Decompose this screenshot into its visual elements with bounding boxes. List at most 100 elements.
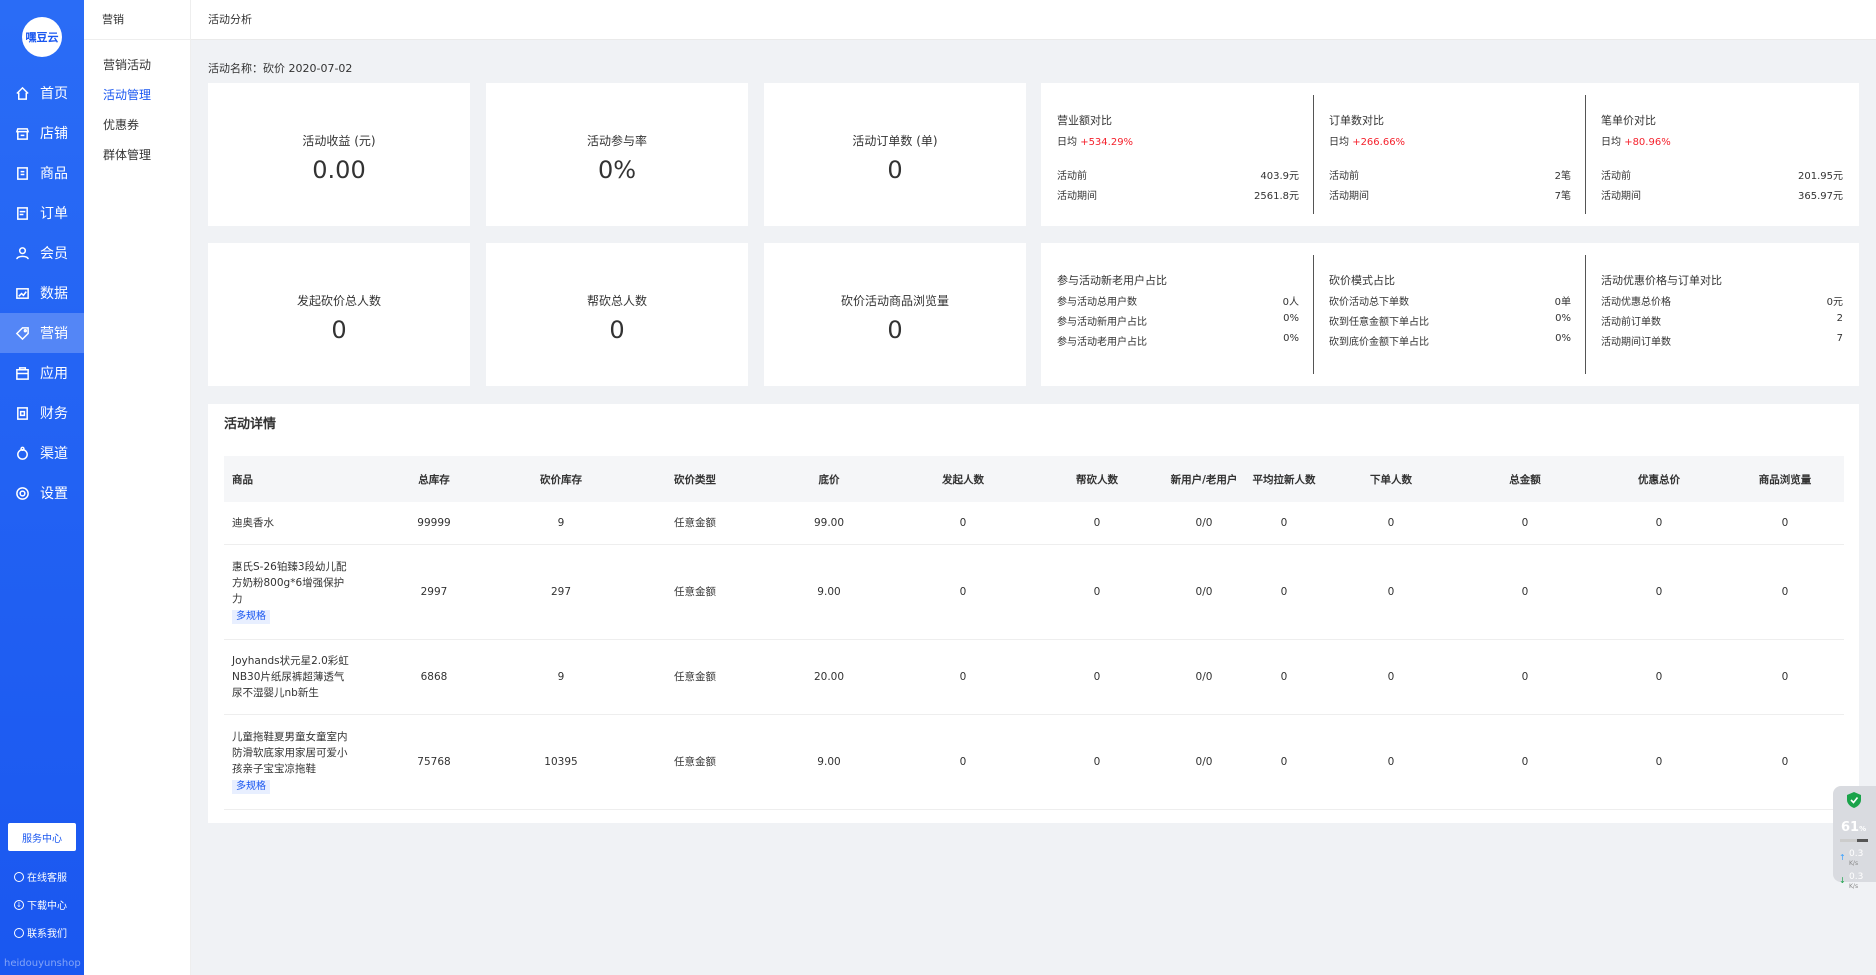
table-cell: 297 <box>494 544 628 640</box>
sidebar-item-1[interactable]: 店铺 <box>0 113 84 153</box>
column-divider <box>1585 95 1586 214</box>
sidebar-item-label: 店铺 <box>40 126 68 142</box>
comparison-row: 活动期间订单数 7 <box>1601 333 1843 348</box>
sidebar-item-2[interactable]: 商品 <box>0 153 84 193</box>
sidebar-item-9[interactable]: 渠道 <box>0 433 84 473</box>
comparison-average: 日均 +80.96% <box>1601 137 1671 148</box>
comparison-title: 营业额对比 <box>1057 114 1112 127</box>
column-header-11: 优惠总价 <box>1638 473 1680 486</box>
sidebar-item-10[interactable]: 设置 <box>0 473 84 513</box>
product-name: 迪奥香水 <box>232 516 274 529</box>
table-cell: 0 <box>1244 639 1324 715</box>
download-speed: 0.3 K/s <box>1849 872 1864 891</box>
table-cell: 0/0 <box>1164 502 1244 545</box>
contact-us-link[interactable]: 联系我们 <box>14 925 67 940</box>
subnav-item-3[interactable]: 群体管理 <box>103 148 152 162</box>
stat-label: 活动参与率 <box>586 134 647 148</box>
stat-value: 0 <box>331 316 347 344</box>
table-cell: 10395 <box>494 714 628 810</box>
sidebar-item-label: 会员 <box>40 246 68 262</box>
comparison-row: 参与活动总用户数 0人 <box>1057 297 1299 308</box>
comparison-row: 活动前 201.95元 <box>1601 171 1843 182</box>
table-cell: 0 <box>1030 714 1164 810</box>
member-icon <box>14 245 30 261</box>
subnav-item-0[interactable]: 营销活动 <box>103 58 152 72</box>
comparison-row: 活动前 403.9元 <box>1057 171 1299 182</box>
page-header: 活动分析 <box>191 0 1876 40</box>
subnav-item-2[interactable]: 优惠券 <box>103 118 140 132</box>
table-cell: 0 <box>1592 639 1726 715</box>
comparison-column-1: 砍价模式占比 砍价活动总下单数 0单 砍到任意金额下单占比 0% 砍到底价金额下单占比 0% <box>1313 243 1585 386</box>
goods-icon <box>14 165 30 181</box>
download-center-link[interactable]: ↓ 下载中心 <box>14 897 67 912</box>
activity-detail-table: 商品 总库存 砍价库存 砍价类型 底价 发起人数 帮砍人数 新用户/老用户 平均拉新人数 下单人数… <box>224 456 1844 810</box>
table-cell: 75768 <box>374 714 494 810</box>
sidebar-item-label: 应用 <box>40 366 68 382</box>
stat-value: 0.00 <box>312 156 366 184</box>
sidebar-item-4[interactable]: 会员 <box>0 233 84 273</box>
column-header-2: 砍价库存 <box>540 473 582 486</box>
online-service-link[interactable]: 在线客服 <box>14 869 67 884</box>
service-center-button[interactable]: 服务中心 <box>8 823 76 851</box>
stat-value: 0% <box>597 156 637 184</box>
sidebar-item-5[interactable]: 数据 <box>0 273 84 313</box>
table-title: 活动详情 <box>224 417 277 432</box>
cpu-bar <box>1840 839 1868 842</box>
breadcrumb: 活动分析 <box>208 13 252 26</box>
table-cell: 0 <box>896 639 1030 715</box>
table-row: 迪奥香水 99999 9 任意金额 99.00 0 0 0/0 0 0 0 0 0 <box>224 502 1844 545</box>
table-row: 儿童拖鞋夏男童女童室内防滑软底家用家居可爱小孩亲子宝宝凉拖鞋 多规格 75768 10… <box>224 714 1844 810</box>
column-header-4: 底价 <box>818 473 840 486</box>
column-header-7: 新用户/老用户 <box>1170 473 1238 486</box>
table-cell: 0 <box>896 544 1030 640</box>
comparison-row: 活动期间 2561.8元 <box>1057 191 1299 202</box>
table-cell: 0 <box>1244 502 1324 545</box>
activity-detail-card: 活动详情 商品 总库存 砍价库存 砍价类型 底价 发起人数 帮砍人数 新用户/老用户 平均拉新人… <box>208 404 1859 823</box>
sidebar-item-6[interactable]: 营销 <box>0 313 84 353</box>
subnav-item-1[interactable]: 活动管理 <box>103 88 152 102</box>
table-cell: 0 <box>1030 639 1164 715</box>
sidebar-item-7[interactable]: 应用 <box>0 353 84 393</box>
table-cell: 0 <box>1324 502 1458 545</box>
comparison-row: 砍到底价金额下单占比 0% <box>1329 333 1571 348</box>
stat-label: 砍价活动商品浏览量 <box>840 294 949 308</box>
sidebar-item-label: 设置 <box>40 486 68 502</box>
comparison-card-bottom: 参与活动新老用户占比 参与活动总用户数 0人 参与活动新用户占比 0% 参与活动老用户占比… <box>1041 243 1859 386</box>
table-cell: 0 <box>1726 502 1844 545</box>
stat-card-5: 砍价活动商品浏览量 0 <box>764 243 1026 386</box>
cpu-percent: 61% <box>1841 820 1867 835</box>
table-cell: 任意金额 <box>628 544 762 640</box>
column-header-1: 总库存 <box>418 473 450 486</box>
table-cell: 9 <box>494 639 628 715</box>
sidebar-item-label: 首页 <box>40 86 68 102</box>
sidebar-item-0[interactable]: 首页 <box>0 73 84 113</box>
sidebar-item-3[interactable]: 订单 <box>0 193 84 233</box>
shield-icon <box>1847 792 1861 808</box>
product-name: 儿童拖鞋夏男童女童室内防滑软底家用家居可爱小孩亲子宝宝凉拖鞋 <box>232 731 348 775</box>
app-icon <box>14 365 30 381</box>
table-cell: 0/0 <box>1164 714 1244 810</box>
table-cell: 0 <box>1592 544 1726 640</box>
watermark: heidouyunshop <box>4 958 81 969</box>
table-cell: 0 <box>1030 544 1164 640</box>
column-header-6: 帮砍人数 <box>1076 473 1118 486</box>
column-header-0: 商品 <box>232 473 253 486</box>
table-cell: 9.00 <box>762 544 896 640</box>
table-cell: 任意金额 <box>628 639 762 715</box>
column-header-9: 下单人数 <box>1370 473 1412 486</box>
table-cell: 0 <box>1324 544 1458 640</box>
comparison-title: 参与活动新老用户占比 <box>1057 274 1167 287</box>
table-cell: 0 <box>1324 714 1458 810</box>
download-icon: ↓ <box>14 899 24 910</box>
gear-icon <box>14 485 30 501</box>
sidebar-item-label: 营销 <box>40 326 68 342</box>
sidebar-item-8[interactable]: 财务 <box>0 393 84 433</box>
order-icon <box>14 205 30 221</box>
column-divider <box>1313 255 1314 374</box>
network-monitor-widget[interactable]: 61% ↑ 0.3 K/s ↓ 0.3 K/s <box>1833 786 1876 890</box>
sidebar-item-label: 订单 <box>40 206 68 222</box>
comparison-title: 砍价模式占比 <box>1329 274 1395 287</box>
multi-spec-tag: 多规格 <box>232 610 270 624</box>
table-cell: 0 <box>1726 714 1844 810</box>
tag-icon <box>14 325 30 341</box>
